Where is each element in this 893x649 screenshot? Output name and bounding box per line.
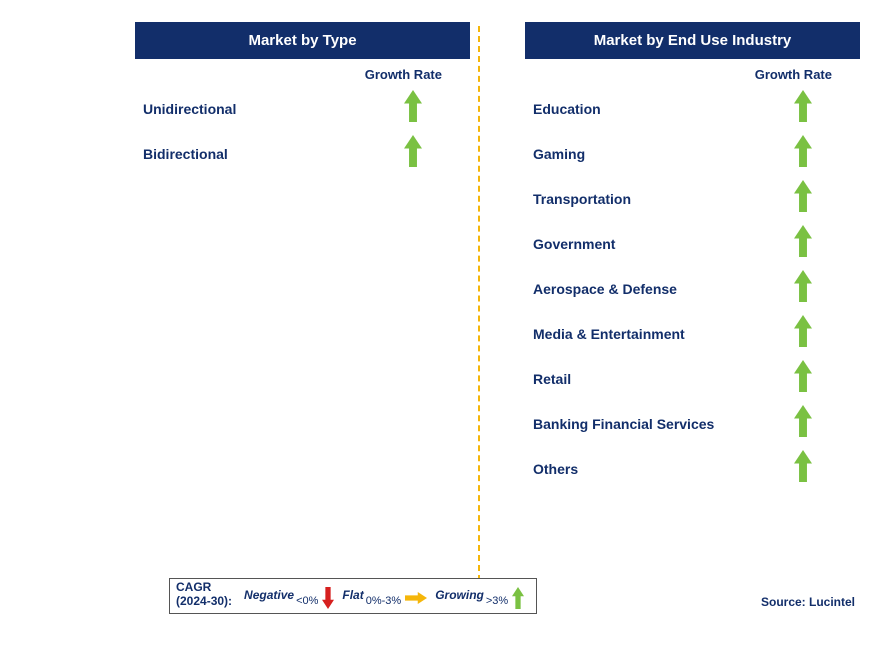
data-row: Transportation [533, 176, 860, 221]
rows-type: Unidirectional Bidirectional [135, 84, 470, 176]
panel-header-enduse: Market by End Use Industry [525, 22, 860, 59]
growth-arrow-icon [404, 135, 422, 172]
row-label: Others [533, 461, 578, 477]
legend-value: 0%-3% [366, 595, 401, 607]
data-row: Gaming [533, 131, 860, 176]
subhead-type: Growth Rate [135, 59, 470, 84]
legend-category: Flat [342, 588, 363, 602]
row-label: Education [533, 101, 601, 117]
data-row: Aerospace & Defense [533, 266, 860, 311]
growth-arrow-icon [794, 225, 812, 262]
growth-arrow-icon [794, 135, 812, 172]
row-label: Retail [533, 371, 571, 387]
legend-arrow-icon [405, 592, 427, 607]
panel-header-type: Market by Type [135, 22, 470, 59]
growth-arrow-icon [794, 360, 812, 397]
data-row: Banking Financial Services [533, 401, 860, 446]
growth-arrow-icon [404, 90, 422, 127]
row-label: Gaming [533, 146, 585, 162]
growth-arrow-icon [794, 450, 812, 487]
data-row: Unidirectional [143, 86, 470, 131]
source-text: Source: Lucintel [761, 595, 855, 609]
data-row: Bidirectional [143, 131, 470, 176]
subhead-enduse: Growth Rate [525, 59, 860, 84]
row-label: Aerospace & Defense [533, 281, 677, 297]
legend-label: CAGR(2024-30): [176, 581, 232, 609]
panel-market-by-end-use: Market by End Use Industry Growth Rate E… [525, 22, 860, 649]
legend-category: Negative [244, 588, 294, 602]
panel-market-by-type: Market by Type Growth Rate Unidirectiona… [135, 22, 470, 649]
data-row: Others [533, 446, 860, 491]
legend-label-line1: CAGR [176, 580, 211, 594]
legend-arrow-icon [512, 587, 524, 612]
growth-arrow-icon [794, 270, 812, 307]
row-label: Transportation [533, 191, 631, 207]
growth-arrow-icon [794, 90, 812, 127]
rows-enduse: Education Gaming Transportation Government A… [525, 84, 860, 491]
legend-arrow-icon [322, 587, 334, 612]
growth-arrow-icon [794, 180, 812, 217]
data-row: Education [533, 86, 860, 131]
row-label: Bidirectional [143, 146, 228, 162]
growth-arrow-icon [794, 315, 812, 352]
growth-arrow-icon [794, 405, 812, 442]
row-label: Media & Entertainment [533, 326, 685, 342]
legend-value: <0% [296, 595, 318, 607]
row-label: Government [533, 236, 615, 252]
vertical-divider [478, 26, 480, 581]
legend-value: >3% [486, 595, 508, 607]
data-row: Retail [533, 356, 860, 401]
row-label: Unidirectional [143, 101, 236, 117]
data-row: Media & Entertainment [533, 311, 860, 356]
legend-label-line2: (2024-30): [176, 594, 232, 608]
legend-category: Growing [435, 588, 484, 602]
data-row: Government [533, 221, 860, 266]
row-label: Banking Financial Services [533, 416, 714, 432]
cagr-legend: CAGR(2024-30): Negative<0% Flat0%-3% Growin… [169, 578, 537, 614]
infographic-container: Market by Type Growth Rate Unidirectiona… [0, 0, 893, 649]
